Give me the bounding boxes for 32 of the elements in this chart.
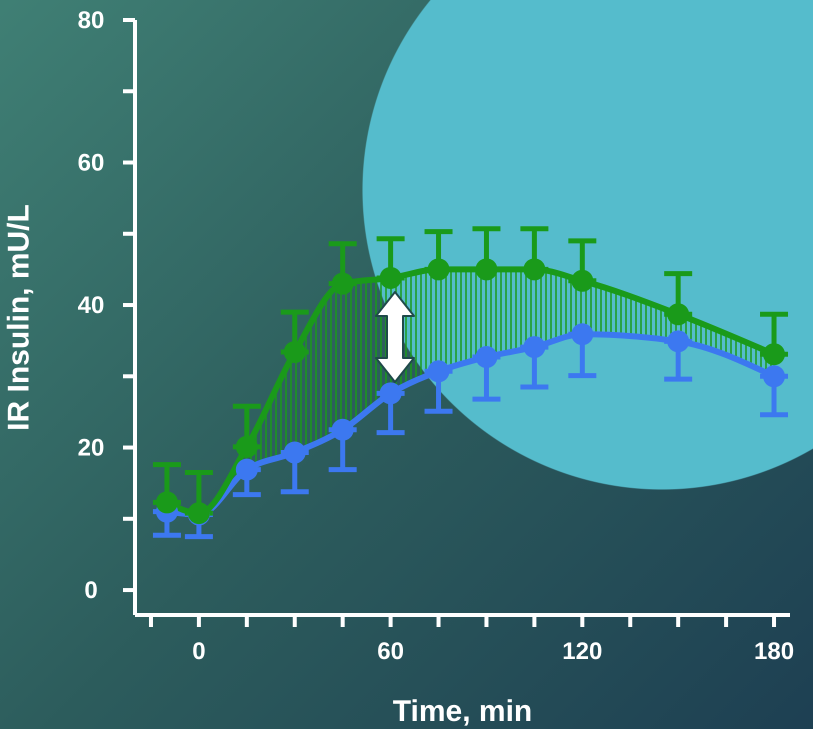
point	[763, 343, 786, 366]
x-axis-title: Time, min	[392, 695, 532, 728]
y-tick-label: 40	[78, 292, 104, 320]
point	[667, 303, 690, 326]
point	[332, 272, 354, 295]
point	[284, 442, 306, 464]
point	[475, 258, 498, 280]
point	[236, 436, 258, 458]
x-tick-label: 180	[754, 638, 794, 665]
point	[332, 418, 354, 441]
point	[523, 336, 546, 358]
point	[571, 323, 594, 346]
x-tick-label: 0	[192, 638, 206, 665]
point	[284, 341, 306, 364]
point	[571, 270, 594, 292]
x-tick-label: 120	[562, 638, 602, 665]
point	[428, 258, 450, 280]
point	[156, 491, 178, 514]
point	[380, 382, 402, 404]
point	[667, 330, 690, 352]
y-tick-label: 20	[78, 434, 104, 462]
y-axis-title: IR Insulin, mU/L	[2, 204, 36, 431]
point	[428, 360, 450, 382]
y-tick-label: 0	[84, 577, 98, 604]
y-tick-label: 60	[78, 150, 104, 177]
x-tick-label: 60	[377, 638, 404, 665]
point	[380, 266, 402, 289]
y-tick-label: 80	[78, 7, 104, 34]
point	[475, 346, 498, 368]
point	[523, 258, 546, 280]
point	[763, 365, 786, 388]
point	[236, 458, 258, 481]
